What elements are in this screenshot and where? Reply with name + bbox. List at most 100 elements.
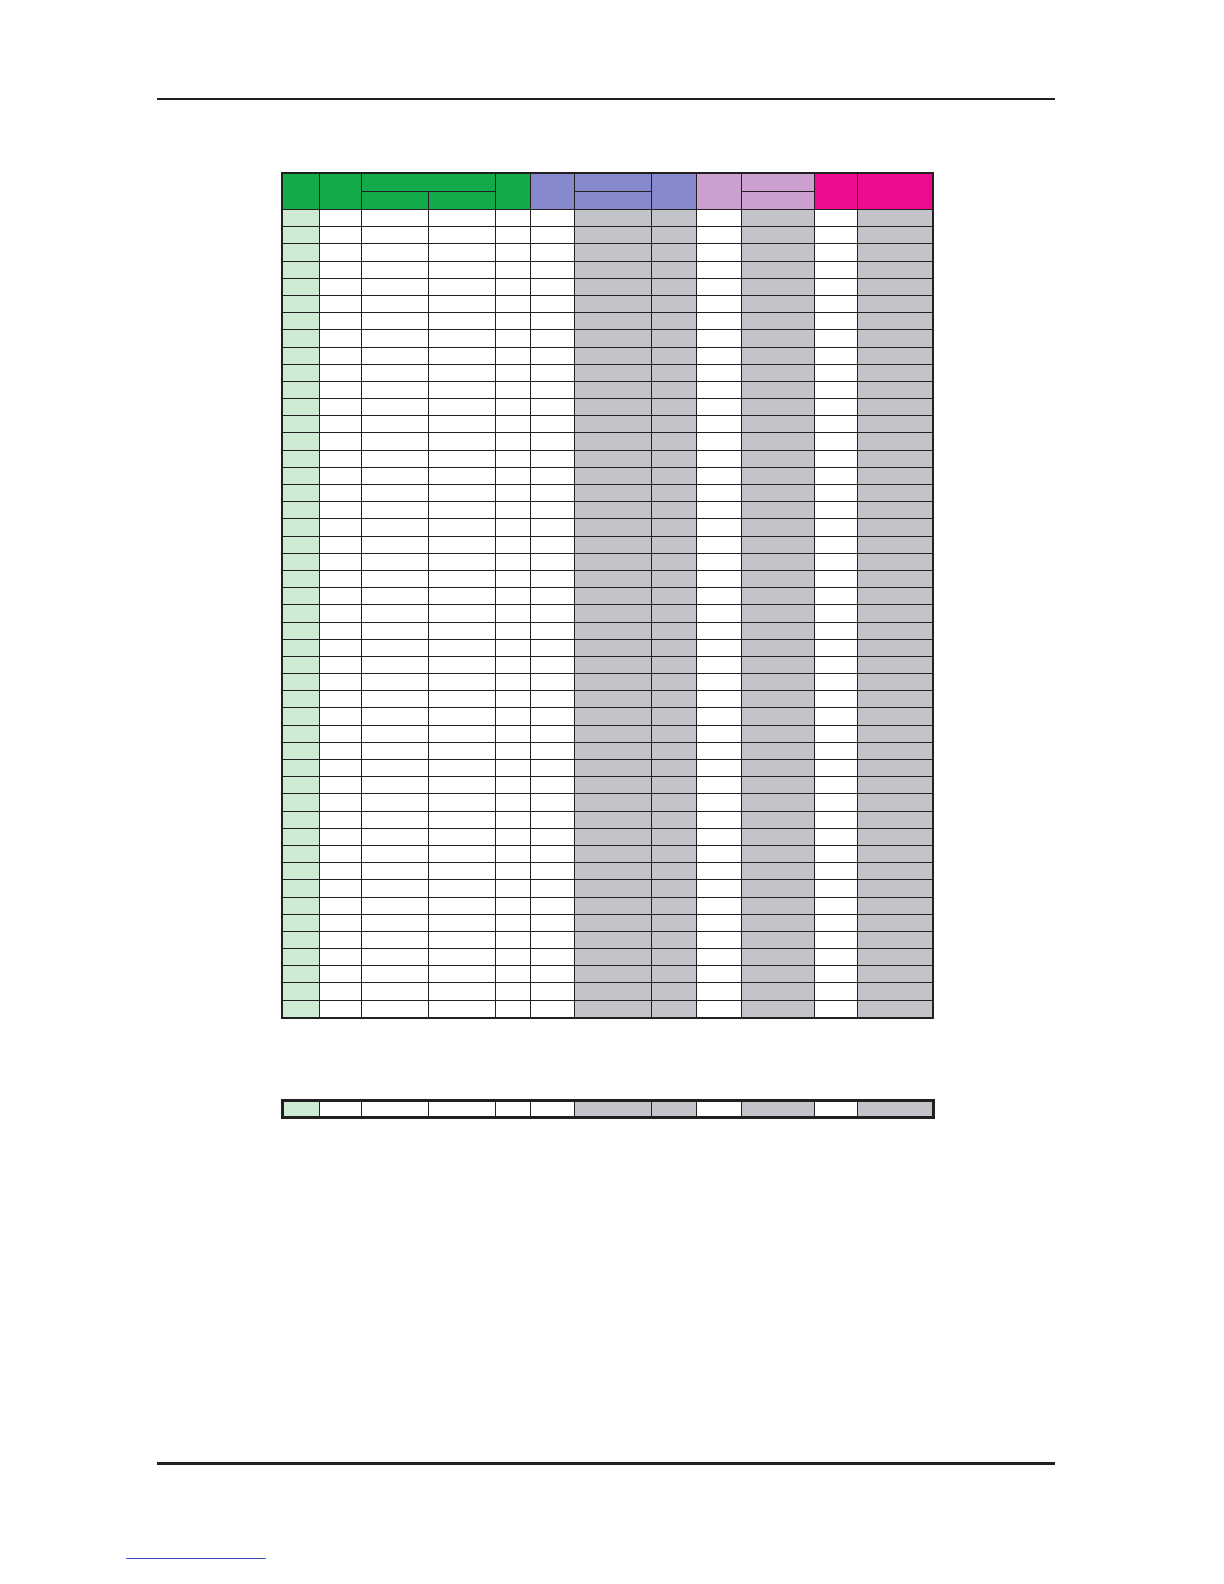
table-row [281,415,934,434]
table-cell [318,277,362,296]
table-cell [695,587,742,606]
table-cell [740,483,815,503]
table-cell [856,243,934,262]
table-cell [360,930,429,950]
table-cell [494,724,531,743]
table-cell [281,449,320,468]
table-cell [813,380,858,400]
table-cell [573,518,652,537]
table-cell [427,741,496,761]
table-cell [813,294,858,314]
table-cell [281,896,320,915]
table-cell [427,621,496,640]
table-cell [856,277,934,296]
table-cell [573,982,652,1001]
table-cell [696,1100,742,1118]
table-cell [529,363,575,382]
table-cell [494,913,531,932]
table-cell [650,707,697,726]
table-cell [427,810,496,829]
table-cell [813,707,858,726]
header-rule [157,98,1055,100]
table-cell [529,827,575,846]
table-cell [427,776,496,795]
table-cell [494,415,531,434]
table-cell [494,793,531,812]
table-cell [695,638,742,657]
table-cell [318,879,362,898]
table-cell [427,930,496,950]
total-row [282,1100,934,1118]
footer-link-underline[interactable] [126,1558,266,1559]
table-cell [360,741,429,761]
table-cell [813,569,858,589]
table-cell [740,844,815,864]
table-cell [281,501,320,520]
table-cell [740,965,815,984]
table-cell [813,930,858,950]
header-subcell [740,191,815,210]
table-cell [695,535,742,554]
table-cell [814,1100,858,1118]
table-cell [695,312,742,331]
table-row [281,707,934,726]
table-cell [856,260,934,279]
table-cell [813,604,858,623]
table-cell [695,793,742,812]
table-cell [650,363,697,382]
header-group-cell [740,172,815,192]
table-cell [695,277,742,296]
table-cell [650,346,697,365]
table-cell [856,380,934,400]
table-cell [427,655,496,675]
table-row [281,862,934,881]
table-cell [427,294,496,314]
table-cell [856,930,934,950]
table-cell [573,655,652,675]
table-cell [281,724,320,743]
table-cell [650,793,697,812]
table-row [281,587,934,606]
table-cell [529,535,575,554]
table-cell [360,294,429,314]
table-cell [281,535,320,554]
table-cell [318,208,362,228]
table-cell [650,587,697,606]
table-cell [813,243,858,262]
table-row [281,827,934,846]
table-cell [494,226,531,245]
table-cell [813,776,858,795]
table-cell [427,844,496,864]
table-cell [573,552,652,571]
table-cell [856,226,934,245]
table-cell [573,758,652,778]
table-cell [319,1100,362,1118]
table-cell [360,827,429,846]
table-row [281,243,934,262]
table-cell [494,260,531,279]
table-cell [856,758,934,778]
table-cell [813,862,858,881]
table-cell [650,844,697,864]
table-cell [573,569,652,589]
table-cell [695,294,742,314]
table-cell [650,896,697,915]
table-cell [281,552,320,571]
table-cell [740,346,815,365]
table-cell [695,896,742,915]
table-cell [856,346,934,365]
table-cell [650,948,697,967]
table-cell [695,724,742,743]
table-cell [281,707,320,726]
table-cell [281,913,320,932]
table-cell [360,552,429,571]
table-row [281,724,934,743]
table-cell [740,930,815,950]
table-cell [695,260,742,279]
table-cell [427,363,496,382]
table-cell [573,930,652,950]
table-cell [740,535,815,554]
table-cell [494,707,531,726]
table-cell [650,999,697,1019]
table-cell [529,312,575,331]
